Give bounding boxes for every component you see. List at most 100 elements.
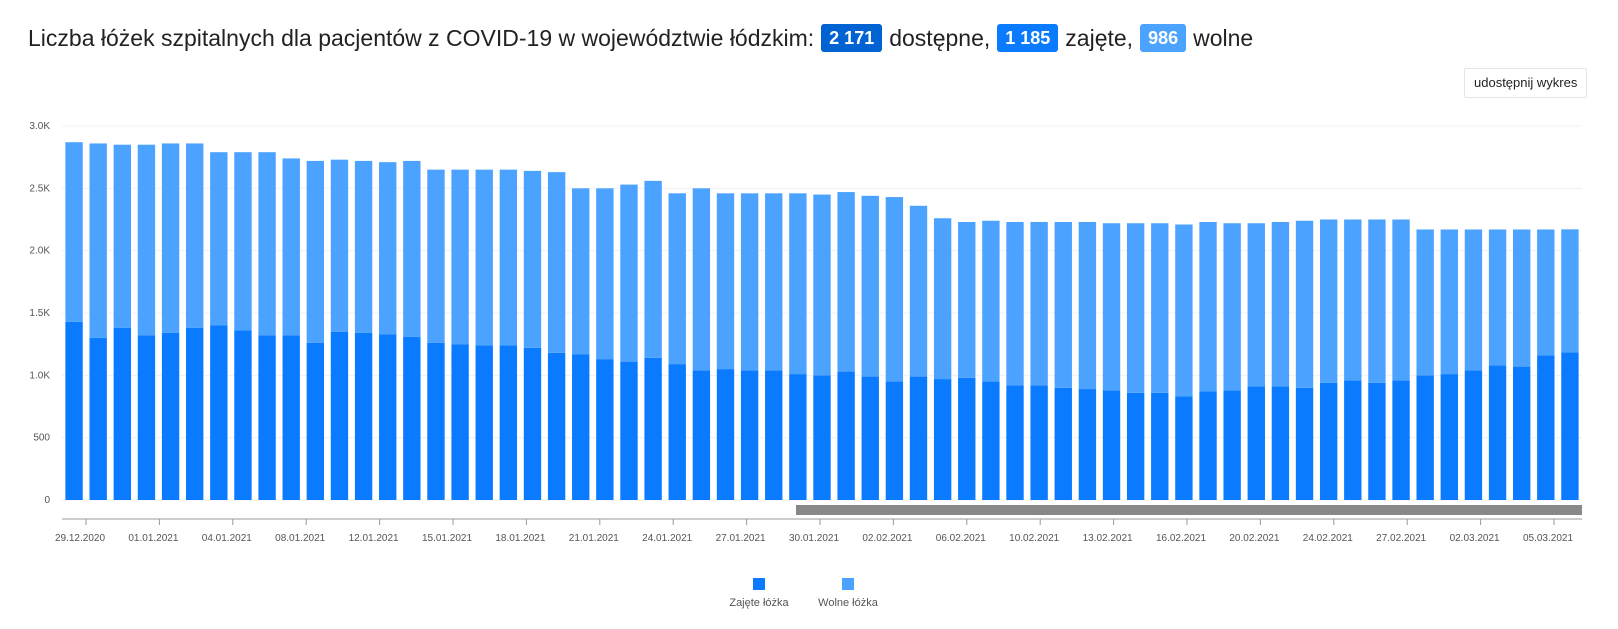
bar-free[interactable] bbox=[1223, 223, 1241, 391]
bar-free[interactable] bbox=[837, 192, 855, 372]
bar-occupied[interactable] bbox=[740, 370, 759, 500]
bar-free[interactable] bbox=[1199, 221, 1217, 392]
bar-occupied[interactable] bbox=[210, 325, 228, 500]
bar-free[interactable] bbox=[644, 180, 662, 358]
bar-occupied[interactable] bbox=[1126, 392, 1145, 500]
bar-free[interactable] bbox=[1295, 220, 1314, 388]
legend-swatch-occupied[interactable] bbox=[753, 578, 765, 590]
bar-occupied[interactable] bbox=[692, 370, 711, 500]
bar-free[interactable] bbox=[933, 218, 952, 380]
range-scrollbar[interactable] bbox=[796, 505, 1582, 515]
bar-occupied[interactable] bbox=[1006, 385, 1024, 500]
bar-occupied[interactable] bbox=[668, 364, 686, 500]
bar-free[interactable] bbox=[620, 184, 638, 362]
bar-occupied[interactable] bbox=[379, 334, 397, 500]
bar-occupied[interactable] bbox=[1151, 392, 1169, 500]
bar-free[interactable] bbox=[909, 205, 928, 377]
bar-occupied[interactable] bbox=[982, 381, 1000, 500]
bar-free[interactable] bbox=[716, 193, 735, 370]
bar-free[interactable] bbox=[885, 197, 904, 382]
bar-occupied[interactable] bbox=[306, 342, 325, 500]
bar-occupied[interactable] bbox=[1223, 390, 1241, 500]
bar-occupied[interactable] bbox=[451, 344, 469, 500]
legend-label-free[interactable]: Wolne łóżka bbox=[818, 597, 879, 609]
bar-free[interactable] bbox=[789, 193, 807, 375]
bar-free[interactable] bbox=[161, 143, 180, 333]
bar-occupied[interactable] bbox=[282, 335, 300, 500]
bar-free[interactable] bbox=[65, 142, 83, 322]
bar-free[interactable] bbox=[740, 193, 759, 371]
bar-occupied[interactable] bbox=[137, 335, 156, 500]
bar-free[interactable] bbox=[451, 169, 469, 345]
bar-occupied[interactable] bbox=[1392, 380, 1410, 500]
bar-occupied[interactable] bbox=[1344, 380, 1362, 500]
bar-free[interactable] bbox=[1271, 221, 1290, 387]
bar-free[interactable] bbox=[547, 172, 566, 353]
bar-free[interactable] bbox=[1416, 229, 1434, 376]
bar-free[interactable] bbox=[499, 169, 518, 346]
bar-occupied[interactable] bbox=[523, 347, 542, 500]
bar-free[interactable] bbox=[1151, 223, 1169, 393]
bar-occupied[interactable] bbox=[234, 330, 252, 500]
bar-free[interactable] bbox=[668, 193, 686, 365]
bar-free[interactable] bbox=[1102, 223, 1121, 391]
bar-occupied[interactable] bbox=[1537, 355, 1555, 500]
bar-occupied[interactable] bbox=[1440, 374, 1458, 500]
bar-free[interactable] bbox=[523, 170, 542, 348]
bar-free[interactable] bbox=[1030, 221, 1048, 386]
bar-occupied[interactable] bbox=[933, 379, 952, 500]
bar-free[interactable] bbox=[572, 188, 590, 355]
bar-free[interactable] bbox=[1175, 224, 1193, 397]
bar-free[interactable] bbox=[475, 169, 493, 346]
bar-occupied[interactable] bbox=[499, 345, 518, 500]
bar-free[interactable] bbox=[1247, 223, 1265, 387]
bar-free[interactable] bbox=[282, 158, 300, 336]
bar-free[interactable] bbox=[1392, 219, 1410, 381]
bar-occupied[interactable] bbox=[1319, 382, 1338, 500]
bar-free[interactable] bbox=[258, 152, 276, 336]
bar-free[interactable] bbox=[330, 159, 349, 332]
bar-occupied[interactable] bbox=[716, 369, 735, 500]
bar-occupied[interactable] bbox=[1247, 386, 1265, 500]
bar-free[interactable] bbox=[89, 143, 107, 338]
bar-free[interactable] bbox=[1126, 223, 1145, 393]
bar-occupied[interactable] bbox=[1030, 385, 1048, 500]
bar-free[interactable] bbox=[1368, 219, 1386, 383]
bar-occupied[interactable] bbox=[354, 332, 373, 500]
bar-free[interactable] bbox=[692, 188, 711, 371]
bar-occupied[interactable] bbox=[861, 376, 879, 500]
bar-free[interactable] bbox=[403, 160, 421, 337]
bar-free[interactable] bbox=[354, 160, 373, 333]
bar-free[interactable] bbox=[861, 195, 879, 377]
bar-occupied[interactable] bbox=[1561, 352, 1579, 500]
bar-occupied[interactable] bbox=[89, 337, 107, 500]
bar-occupied[interactable] bbox=[596, 359, 614, 500]
bar-free[interactable] bbox=[1464, 229, 1483, 371]
bar-occupied[interactable] bbox=[644, 357, 662, 500]
bar-occupied[interactable] bbox=[161, 332, 180, 500]
bar-occupied[interactable] bbox=[330, 331, 349, 500]
bar-free[interactable] bbox=[596, 188, 614, 360]
bar-occupied[interactable] bbox=[620, 361, 638, 500]
bar-occupied[interactable] bbox=[1295, 387, 1314, 500]
bar-free[interactable] bbox=[306, 160, 325, 343]
bar-free[interactable] bbox=[1440, 229, 1458, 375]
bar-free[interactable] bbox=[813, 194, 831, 376]
bar-occupied[interactable] bbox=[1199, 391, 1217, 500]
bar-occupied[interactable] bbox=[1464, 370, 1483, 500]
bar-occupied[interactable] bbox=[1368, 382, 1386, 500]
bar-free[interactable] bbox=[1488, 229, 1507, 366]
bar-occupied[interactable] bbox=[427, 342, 445, 500]
bar-free[interactable] bbox=[1512, 229, 1531, 367]
bar-occupied[interactable] bbox=[572, 354, 590, 500]
bar-occupied[interactable] bbox=[1054, 387, 1072, 500]
bar-free[interactable] bbox=[765, 193, 783, 371]
bar-occupied[interactable] bbox=[1271, 386, 1290, 500]
bar-occupied[interactable] bbox=[65, 321, 83, 500]
bar-free[interactable] bbox=[113, 144, 132, 328]
bar-occupied[interactable] bbox=[1488, 365, 1507, 500]
bar-occupied[interactable] bbox=[837, 371, 855, 500]
bar-occupied[interactable] bbox=[1175, 396, 1193, 500]
share-chart-button[interactable]: udostępnij wykres bbox=[1464, 68, 1588, 98]
bar-occupied[interactable] bbox=[909, 376, 928, 500]
